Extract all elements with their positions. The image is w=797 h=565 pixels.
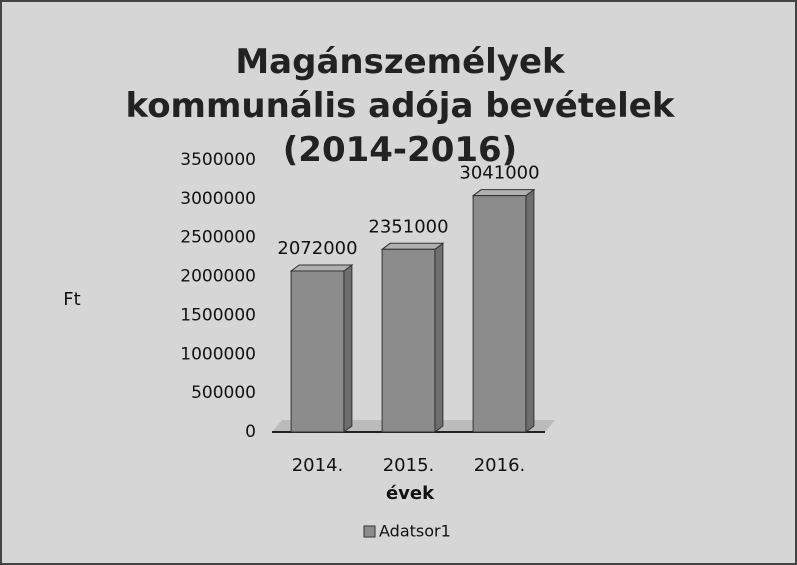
x-tick-label: 2015. <box>383 455 435 476</box>
chart-title: Magánszemélyek kommunális adója bevétele… <box>125 42 675 170</box>
data-label: 3041000 <box>459 163 539 184</box>
bar-top <box>380 242 445 250</box>
y-tick-label: 500000 <box>191 383 256 403</box>
data-label: 2351000 <box>368 216 448 237</box>
y-tick-label: 3500000 <box>180 150 256 170</box>
legend-swatch <box>363 525 376 538</box>
y-tick-label: 1500000 <box>180 305 256 325</box>
bar-side <box>434 242 444 433</box>
bar-top <box>471 189 536 197</box>
y-tick-label: 2000000 <box>180 267 256 287</box>
y-axis-label: Ft <box>63 289 80 310</box>
bar <box>381 248 436 433</box>
bar-side <box>343 263 353 433</box>
data-label: 2072000 <box>277 238 357 259</box>
y-tick-label: 0 <box>245 422 256 442</box>
x-tick-label: 2014. <box>292 455 344 476</box>
legend-label: Adatsor1 <box>379 522 451 541</box>
bar-top <box>289 264 354 272</box>
y-tick-label: 3000000 <box>180 189 256 209</box>
x-axis-label: évek <box>386 483 435 504</box>
bar-side <box>525 188 535 433</box>
y-tick-label: 2500000 <box>180 228 256 248</box>
bar <box>290 270 345 433</box>
y-tick-label: 1000000 <box>180 344 256 364</box>
bar <box>472 195 527 433</box>
x-tick-label: 2016. <box>474 455 526 476</box>
